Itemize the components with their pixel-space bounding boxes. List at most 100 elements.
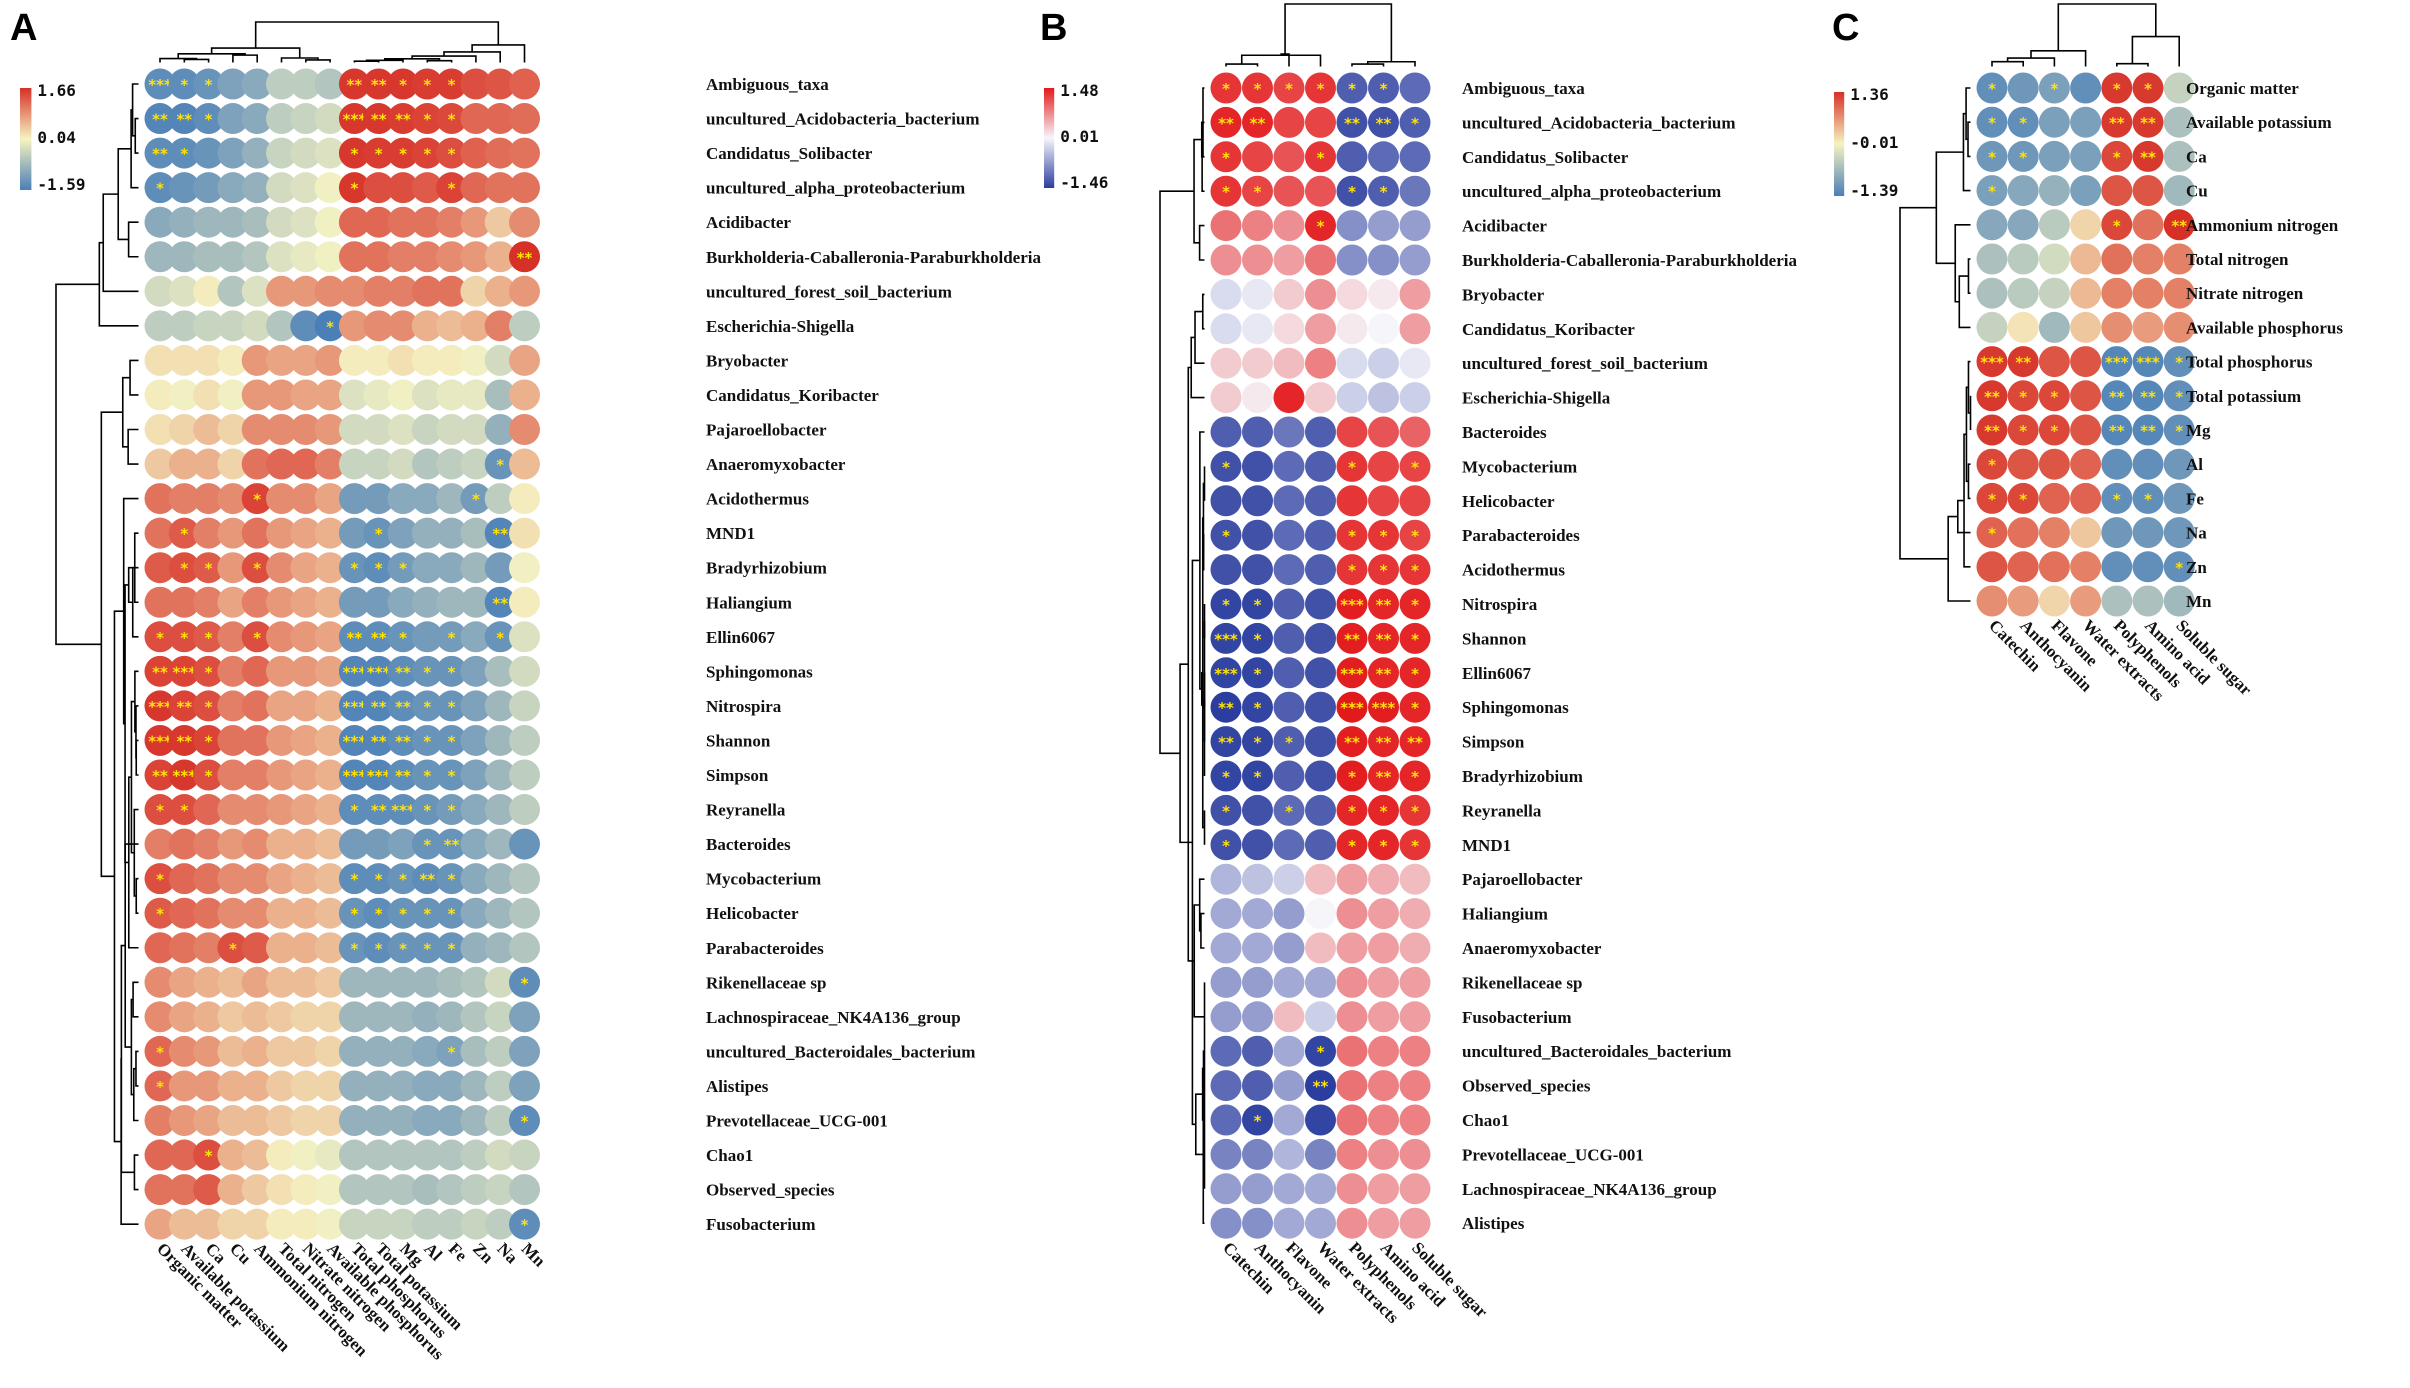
heatmap-cell xyxy=(217,172,249,204)
heatmap-cell xyxy=(1210,657,1242,689)
heatmap-cell xyxy=(338,552,370,584)
heatmap-cell xyxy=(1368,485,1399,517)
significance-marker: ** xyxy=(2140,148,2156,166)
heatmap-cell xyxy=(241,724,273,756)
heatmap-cell xyxy=(1399,1207,1431,1239)
heatmap-cell xyxy=(1368,141,1399,173)
significance-marker: * xyxy=(423,802,431,820)
heatmap-cell xyxy=(314,517,346,549)
significance-marker: *** xyxy=(343,111,367,129)
heatmap-cell xyxy=(1399,1070,1431,1102)
row-label: Al xyxy=(2186,455,2203,474)
heatmap-cell xyxy=(193,206,225,238)
heatmap-cell xyxy=(241,1174,273,1206)
significance-marker: * xyxy=(423,905,431,923)
heatmap-cell xyxy=(2038,209,2070,241)
heatmap-cell xyxy=(1273,382,1305,414)
color-scale-tick: 1.36 xyxy=(1850,85,1889,104)
significance-marker: * xyxy=(1254,1112,1262,1130)
significance-marker: * xyxy=(2175,354,2183,372)
row-label: uncultured_Bacteroidales_bacterium xyxy=(1462,1042,1731,1061)
heatmap-cell xyxy=(144,103,176,135)
heatmap-cell xyxy=(1273,416,1305,448)
heatmap-cell xyxy=(2132,346,2164,378)
heatmap-cell xyxy=(1368,863,1399,895)
dendrogram-branch xyxy=(183,58,210,63)
significance-marker: * xyxy=(205,732,213,750)
significance-marker: * xyxy=(205,698,213,716)
heatmap-cell xyxy=(411,103,443,135)
significance-marker: * xyxy=(2019,490,2027,508)
significance-marker: ** xyxy=(1218,699,1234,717)
heatmap-cell xyxy=(484,794,516,826)
heatmap-cell xyxy=(314,206,346,238)
heatmap-cell xyxy=(460,863,492,895)
color-scale-bar xyxy=(1834,92,1845,196)
dendrogram-branch xyxy=(1967,360,1971,414)
heatmap-cell xyxy=(1399,1138,1431,1170)
heatmap-cell xyxy=(241,759,273,791)
heatmap-cell xyxy=(168,241,200,273)
heatmap-cell xyxy=(363,552,395,584)
heatmap-cell xyxy=(2163,311,2195,343)
heatmap-cell xyxy=(241,897,273,929)
dendrogram-branch xyxy=(1967,258,1971,294)
heatmap-cell xyxy=(241,379,273,411)
heatmap-cell xyxy=(290,1001,322,1033)
heatmap-cell xyxy=(2101,175,2133,207)
row-label: Acidibacter xyxy=(706,213,791,232)
heatmap-cell xyxy=(168,828,200,860)
heatmap-cell xyxy=(2070,106,2102,138)
heatmap-cell xyxy=(411,1139,443,1171)
significance-marker: * xyxy=(2050,388,2058,406)
heatmap-cell xyxy=(363,863,395,895)
heatmap-cell xyxy=(193,1208,225,1240)
row-label: uncultured_forest_soil_bacterium xyxy=(706,282,952,301)
significance-marker: * xyxy=(156,629,164,647)
row-label: Sphingomonas xyxy=(1462,698,1569,717)
significance-marker: ** xyxy=(371,802,387,820)
heatmap-cell xyxy=(363,344,395,376)
heatmap-cell xyxy=(411,966,443,998)
heatmap-cell xyxy=(1242,760,1273,792)
significance-marker: * xyxy=(350,145,358,163)
panel-label: C xyxy=(1832,7,1859,49)
significance-marker: * xyxy=(1317,218,1325,236)
heatmap-cell xyxy=(1976,140,2008,172)
heatmap-cell xyxy=(436,586,468,618)
heatmap-cell xyxy=(338,275,370,307)
row-label: uncultured_alpha_proteobacterium xyxy=(1462,182,1721,201)
heatmap-cell xyxy=(484,137,516,169)
dendrogram-branch xyxy=(127,776,139,949)
heatmap-cell xyxy=(411,759,443,791)
heatmap-cell xyxy=(193,1035,225,1067)
significance-marker: * xyxy=(1285,802,1293,820)
significance-marker: * xyxy=(1254,80,1262,98)
heatmap-cell xyxy=(1399,622,1431,654)
row-label: Haliangium xyxy=(1462,905,1548,924)
heatmap-cell xyxy=(241,932,273,964)
heatmap-cell xyxy=(193,863,225,895)
heatmap-cell xyxy=(1210,72,1242,104)
heatmap-cell xyxy=(509,828,540,860)
significance-marker: ** xyxy=(2140,422,2156,440)
heatmap-cell xyxy=(387,1035,419,1067)
row-label: Lachnospiraceae_NK4A136_group xyxy=(706,1008,961,1027)
heatmap-cell xyxy=(1368,1035,1399,1067)
heatmap-cell xyxy=(1210,966,1242,998)
heatmap-cell xyxy=(509,68,540,100)
row-label: Total nitrogen xyxy=(2186,250,2289,269)
heatmap-cell xyxy=(484,483,516,515)
heatmap-cell xyxy=(411,1208,443,1240)
heatmap-cell xyxy=(2007,106,2039,138)
significance-marker: * xyxy=(1285,80,1293,98)
significance-marker: * xyxy=(1380,802,1388,820)
heatmap-cell xyxy=(484,586,516,618)
heatmap-cell xyxy=(1368,382,1399,414)
heatmap-cell xyxy=(1336,726,1368,758)
color-scale-tick: 1.48 xyxy=(1060,81,1099,100)
dendrogram-branch xyxy=(127,221,139,258)
heatmap-cell xyxy=(266,621,297,653)
heatmap-cell xyxy=(144,1105,176,1136)
heatmap-cell xyxy=(363,1105,395,1136)
